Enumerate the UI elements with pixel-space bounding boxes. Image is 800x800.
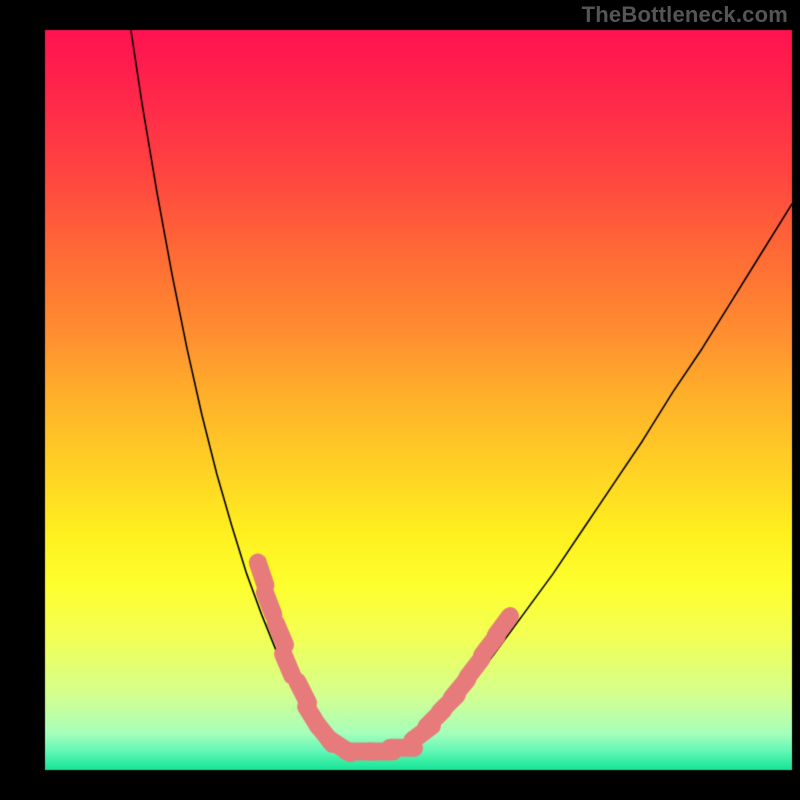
bottleneck-chart-canvas <box>0 0 800 800</box>
chart-stage: TheBottleneck.com <box>0 0 800 800</box>
watermark-label: TheBottleneck.com <box>582 2 788 28</box>
